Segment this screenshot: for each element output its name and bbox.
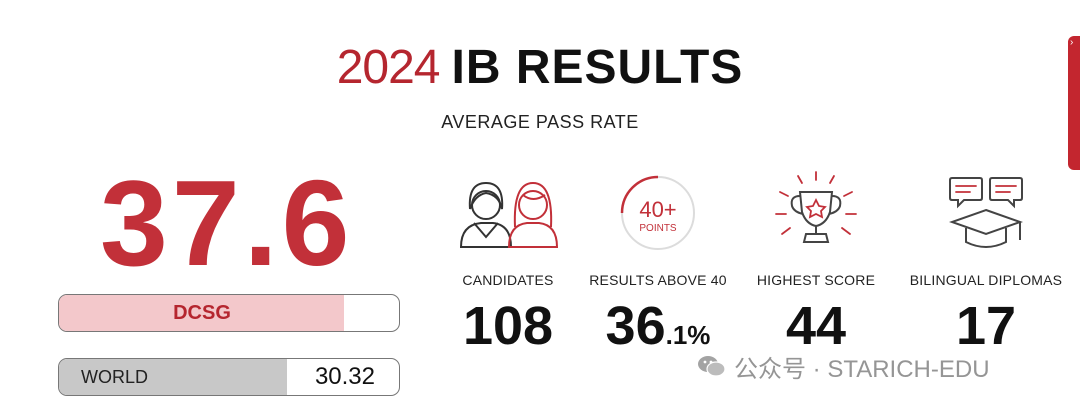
dcsg-bar-fill	[59, 295, 344, 331]
watermark-text: 公众号 · STARICH-EDU	[734, 355, 990, 383]
watermark: 公众号 · STARICH-EDU	[696, 348, 990, 384]
side-tab-button[interactable]: ›	[1068, 36, 1080, 170]
stat-highest-value: 44	[785, 296, 847, 356]
stat-above40-value: 36.1%	[568, 296, 748, 365]
stat-highest-score: HIGHEST SCORE 44	[726, 168, 906, 356]
stat-above40-label: RESULTS ABOVE 40	[589, 272, 727, 288]
title-year: 2024	[336, 41, 441, 94]
points-badge-icon: 40+ POINTS	[568, 168, 748, 258]
stat-above40-value-sub: .1%	[665, 320, 711, 350]
dcsg-bar-label: DCSG	[173, 301, 231, 324]
world-bar-label: WORLD	[81, 366, 148, 387]
people-icon	[418, 168, 598, 258]
stat-candidates-value: 108	[462, 296, 554, 356]
world-bar: WORLD 30.32	[58, 358, 400, 396]
page-title: 2024 IB RESULTS	[0, 36, 1080, 100]
page-subtitle: AVERAGE PASS RATE	[441, 112, 639, 132]
world-bar-value: 30.32	[314, 363, 375, 390]
stat-above40-value-main: 36	[605, 296, 666, 356]
dcsg-bar: DCSG	[58, 294, 400, 332]
wechat-icon	[698, 356, 726, 377]
graduation-chat-icon	[896, 168, 1076, 258]
trophy-icon	[726, 168, 906, 258]
badge-points: POINTS	[639, 223, 677, 234]
stat-bilingual-value: 17	[955, 296, 1017, 356]
stat-bilingual-label: BILINGUAL DIPLOMAS	[909, 272, 1063, 288]
chevron-right-icon: ›	[1070, 37, 1074, 48]
average-pass-rate-value: 37.6	[100, 155, 354, 291]
stat-bilingual-diplomas: BILINGUAL DIPLOMAS 17	[896, 168, 1076, 356]
stat-highest-label: HIGHEST SCORE	[756, 272, 876, 288]
world-bar-fill	[59, 359, 287, 395]
badge-40-plus: 40+	[639, 197, 676, 222]
stat-candidates: CANDIDATES 108	[418, 168, 598, 356]
title-text: IB RESULTS	[451, 41, 744, 94]
stat-candidates-label: CANDIDATES	[462, 272, 554, 288]
stat-results-above-40: 40+ POINTS RESULTS ABOVE 40 36.1%	[568, 168, 748, 365]
